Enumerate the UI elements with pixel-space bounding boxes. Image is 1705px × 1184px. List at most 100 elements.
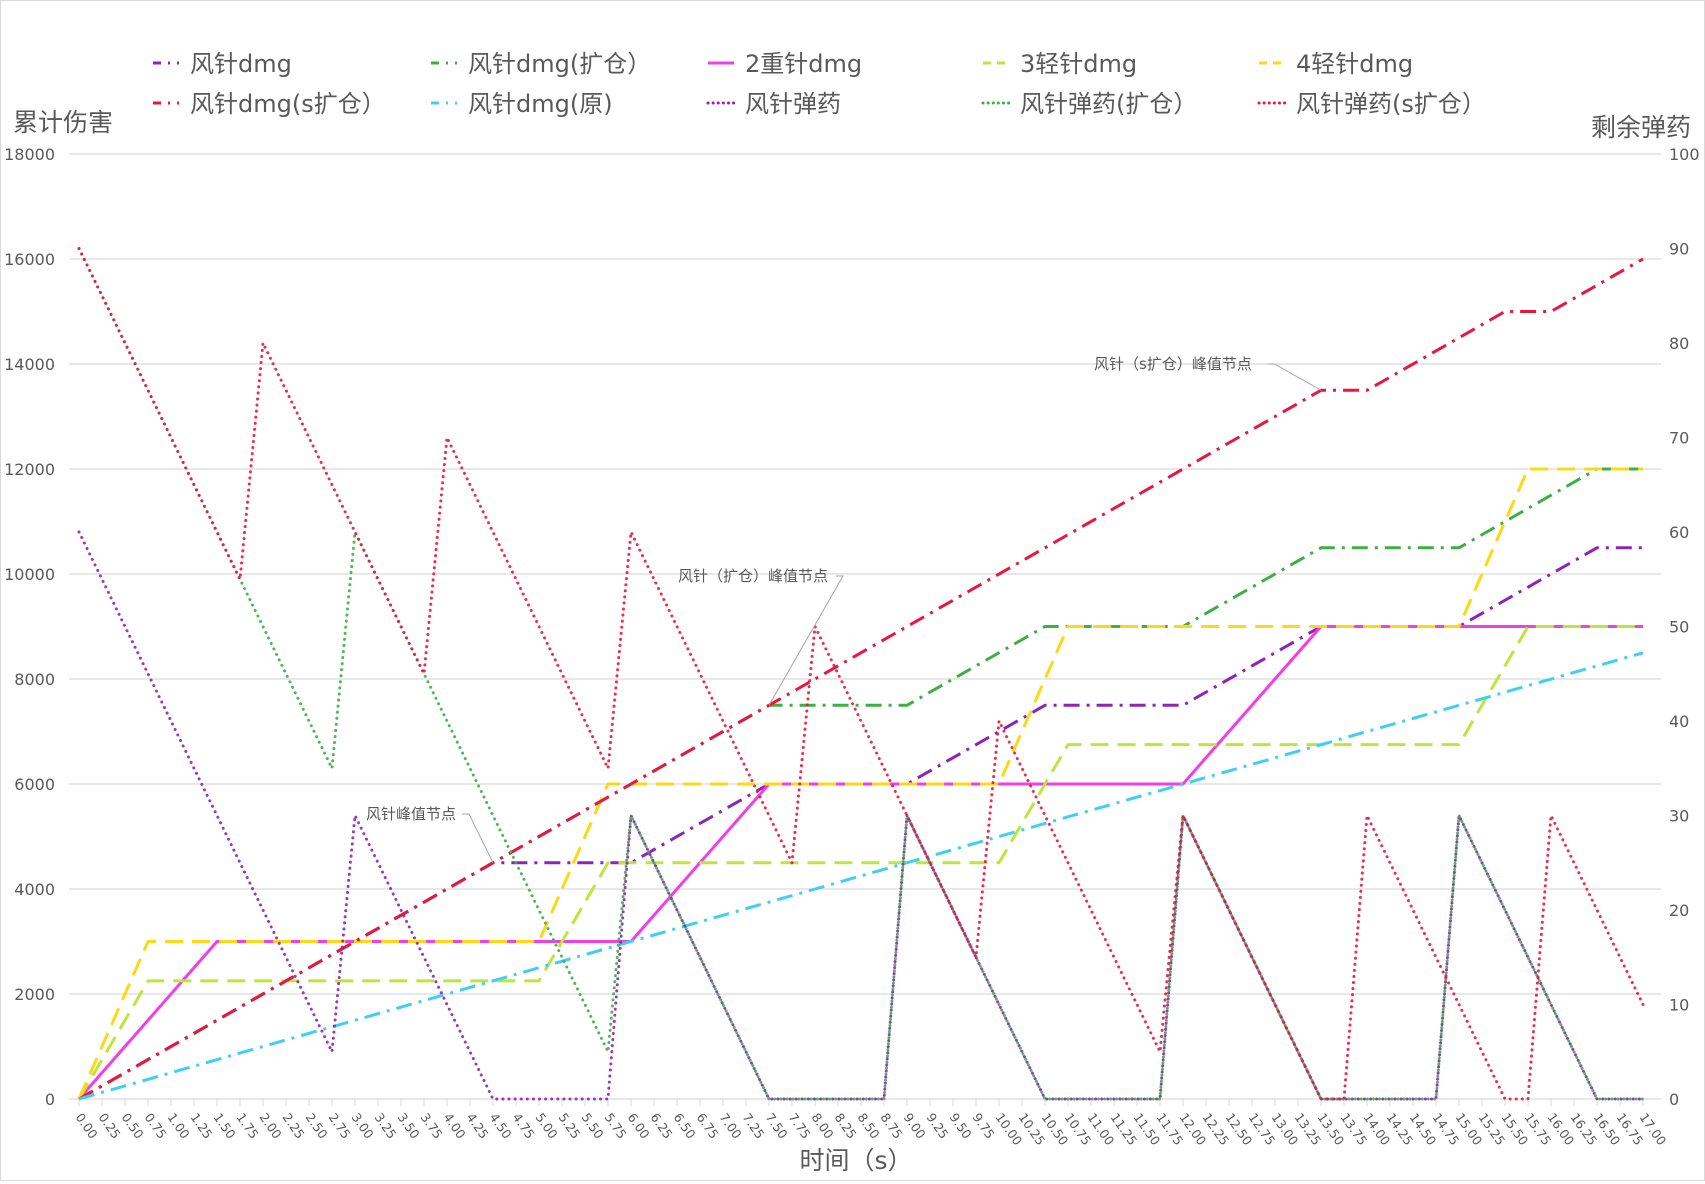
x-tick-label: 8.25 <box>832 1110 860 1141</box>
series-group <box>77 247 1645 1101</box>
legend-item: 风针dmg(扩仓） <box>431 50 651 78</box>
annotation-leader-line <box>768 575 844 706</box>
annotation-label: 风针（扩仓）峰值节点 <box>678 567 828 585</box>
y-left-tick-label: 2000 <box>14 985 55 1004</box>
y-right-tick-label: 60 <box>1669 523 1689 542</box>
x-tick-label: 5.00 <box>533 1110 561 1141</box>
y-left-tick-label: 8000 <box>14 670 55 689</box>
x-tick-label: 2.00 <box>257 1110 285 1141</box>
legend-item: 风针弹药(s扩仓） <box>1257 90 1486 118</box>
x-tick-label: 1.25 <box>188 1110 216 1141</box>
x-axis-ticks: 0.000.250.500.751.001.251.501.752.002.25… <box>73 1099 1669 1148</box>
series-line-5 <box>78 257 1644 1101</box>
y-right-tick-label: 70 <box>1669 429 1689 448</box>
x-tick-label: 3.25 <box>372 1110 400 1141</box>
x-tick-label: 9.00 <box>901 1110 929 1141</box>
legend-label: 风针弹药 <box>745 90 841 118</box>
y-left-tick-label: 18000 <box>4 145 55 164</box>
x-tick-label: 6.00 <box>625 1110 653 1141</box>
y-right-axis-title: 剩余弹药 <box>1591 113 1691 142</box>
y-right-tick-label: 30 <box>1669 807 1689 826</box>
y-right-tick-label: 40 <box>1669 712 1689 731</box>
y-left-tick-label: 12000 <box>4 460 55 479</box>
y-left-tick-label: 10000 <box>4 565 55 584</box>
x-tick-label: 7.00 <box>717 1110 745 1141</box>
x-tick-label: 2.25 <box>280 1110 308 1141</box>
legend-label: 风针弹药(s扩仓） <box>1296 90 1486 118</box>
legend-item: 4轻针dmg <box>1259 50 1413 78</box>
series-line-0 <box>78 546 1643 1101</box>
series-line-6 <box>78 651 1644 1101</box>
x-tick-label: 3.75 <box>418 1110 446 1141</box>
y-left-tick-label: 14000 <box>4 355 55 374</box>
x-tick-label: 1.50 <box>211 1110 239 1141</box>
y-left-tick-label: 4000 <box>14 880 55 899</box>
gridlines <box>69 153 1661 1100</box>
series-line-2 <box>77 625 1643 1100</box>
x-tick-label: 9.75 <box>970 1110 998 1141</box>
x-tick-label: 9.25 <box>924 1110 952 1141</box>
x-tick-label: 1.00 <box>165 1110 193 1141</box>
series-line-4 <box>77 467 1643 1100</box>
x-axis-title: 时间（s） <box>799 1146 912 1175</box>
legend-label: 风针弹药(扩仓） <box>1020 90 1197 118</box>
x-tick-label: 0.50 <box>119 1110 147 1141</box>
y-right-tick-label: 80 <box>1669 334 1689 353</box>
legend-label: 3轻针dmg <box>1020 50 1137 78</box>
x-tick-label: 7.50 <box>763 1110 791 1141</box>
x-tick-label: 8.50 <box>855 1110 883 1141</box>
y-right-tick-label: 50 <box>1669 618 1689 637</box>
x-tick-label: 5.75 <box>602 1110 630 1141</box>
legend-label: 4轻针dmg <box>1296 50 1413 78</box>
x-tick-label: 6.50 <box>671 1110 699 1141</box>
legend-item: 风针dmg <box>153 50 292 78</box>
series-line-8 <box>77 247 1645 1101</box>
right-axis-ticks: 0 10 20 30 40 50 60 70 80 90 100 <box>1669 145 1700 1109</box>
annotation-label: 风针（s扩仓）峰值节点 <box>1094 355 1252 373</box>
legend-label: 风针dmg <box>190 50 292 78</box>
x-tick-label: 3.00 <box>349 1110 377 1141</box>
x-tick-label: 5.25 <box>556 1110 584 1141</box>
legend-item: 风针dmg(s扩仓） <box>153 90 386 118</box>
x-tick-label: 9.50 <box>947 1110 975 1141</box>
x-tick-label: 6.75 <box>694 1110 722 1141</box>
y-right-tick-label: 20 <box>1669 901 1689 920</box>
legend-label: 风针dmg(原) <box>468 90 613 118</box>
x-tick-label: 5.50 <box>579 1110 607 1141</box>
series-line-7 <box>77 530 1645 1101</box>
x-tick-label: 4.25 <box>464 1110 492 1141</box>
annotation-label: 风针峰值节点 <box>366 805 456 823</box>
y-left-axis-title: 累计伤害 <box>13 108 113 137</box>
x-tick-label: 3.50 <box>395 1110 423 1141</box>
legend-item: 风针弹药 <box>706 90 841 118</box>
y-right-tick-label: 0 <box>1669 1090 1679 1109</box>
legend-label: 2重针dmg <box>745 50 862 78</box>
legend-item: 风针弹药(扩仓） <box>981 90 1197 118</box>
x-tick-label: 8.00 <box>809 1110 837 1141</box>
legend-label: 风针dmg(s扩仓） <box>190 90 386 118</box>
annotation-leader-line <box>1267 363 1322 391</box>
legend-item: 风针dmg(原) <box>431 90 613 118</box>
y-right-tick-label: 90 <box>1669 240 1689 259</box>
x-tick-label: 0.75 <box>142 1110 170 1141</box>
x-tick-label: 4.75 <box>510 1110 538 1141</box>
y-left-tick-label: 0 <box>45 1090 55 1109</box>
legend: 风针dmg 风针dmg(扩仓） 2重针dmg 3轻针dmg 4轻针dmg 风针dmg(s扩… <box>153 50 1486 118</box>
legend-label: 风针dmg(扩仓） <box>468 50 651 78</box>
x-tick-label: 4.50 <box>487 1110 515 1141</box>
x-tick-label: 1.75 <box>234 1110 262 1141</box>
series-line-3 <box>77 625 1643 1100</box>
y-right-tick-label: 100 <box>1669 145 1700 164</box>
left-axis-ticks: 0 2000 4000 6000 8000 10000 12000 14000 16000 180… <box>4 145 55 1109</box>
x-tick-label: 2.50 <box>303 1110 331 1141</box>
x-tick-label: 2.75 <box>326 1110 354 1141</box>
annotation-leader-line <box>462 813 494 863</box>
y-left-tick-label: 16000 <box>4 250 55 269</box>
y-left-tick-label: 6000 <box>14 775 55 794</box>
series-line-9 <box>77 247 1645 1101</box>
x-tick-label: 4.00 <box>441 1110 469 1141</box>
y-right-tick-label: 10 <box>1669 996 1689 1015</box>
x-tick-label: 0.00 <box>73 1110 101 1141</box>
